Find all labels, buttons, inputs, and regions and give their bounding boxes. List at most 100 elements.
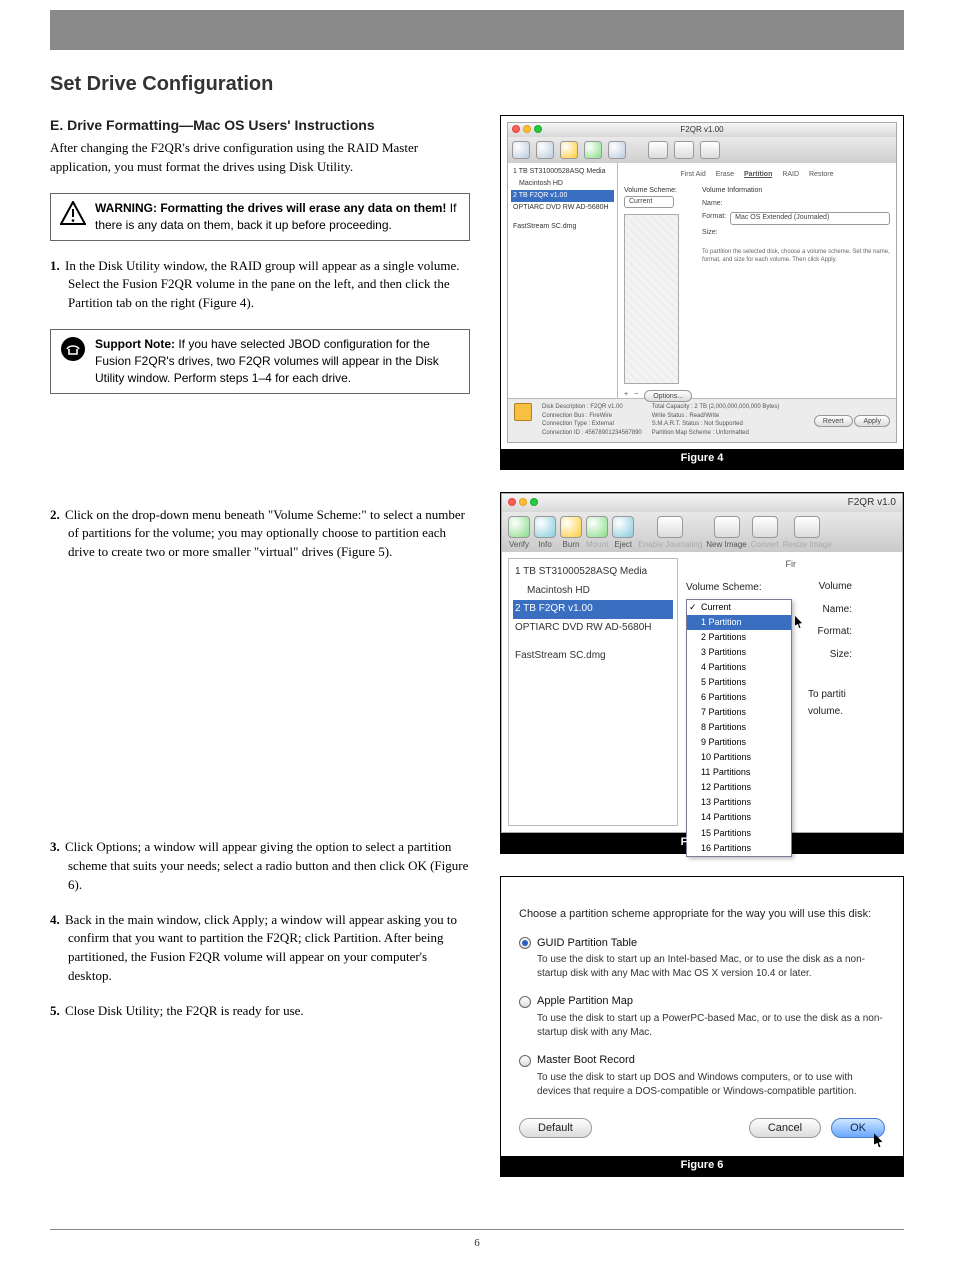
sidebar-item[interactable]: OPTIARC DVD RW AD-5680H — [511, 202, 614, 214]
dd-option[interactable]: 11 Partitions — [687, 765, 791, 780]
info-icon[interactable] — [534, 516, 556, 538]
minimize-icon[interactable] — [519, 498, 527, 506]
sidebar-item[interactable]: FastStream SC.dmg — [513, 647, 673, 666]
dd-option[interactable]: 5 Partitions — [687, 675, 791, 690]
radio-icon[interactable] — [519, 937, 531, 949]
fig4-toolbar — [508, 137, 896, 163]
tab-erase[interactable]: Erase — [716, 171, 734, 178]
resize-icon[interactable] — [700, 141, 720, 159]
dd-option[interactable]: 10 Partitions — [687, 750, 791, 765]
sidebar-item[interactable]: OPTIARC DVD RW AD-5680H — [513, 619, 673, 638]
fig5-titlebar: F2QR v1.0 — [502, 494, 902, 512]
radio-icon[interactable] — [519, 996, 531, 1008]
volume-scheme-dropdown-menu[interactable]: Current 1 Partition 2 Partitions 3 Parti… — [686, 599, 792, 857]
cancel-button[interactable]: Cancel — [749, 1118, 821, 1138]
convert-icon[interactable] — [752, 516, 778, 538]
figure-4: F2QR v1.00 — [500, 115, 904, 470]
fig5-window: F2QR v1.0 Verify Info Burn Mount Eject E… — [501, 493, 903, 834]
dd-option[interactable]: 14 Partitions — [687, 810, 791, 825]
options-button[interactable]: Options... — [644, 390, 692, 402]
dd-option[interactable]: 2 Partitions — [687, 630, 791, 645]
info-icon[interactable] — [536, 141, 554, 159]
new-image-icon[interactable] — [648, 141, 668, 159]
footer-scheme: Partition Map Scheme : Unformatted — [652, 429, 780, 438]
revert-button[interactable]: Revert — [814, 415, 853, 427]
eject-icon[interactable] — [608, 141, 626, 159]
mount-icon[interactable] — [584, 141, 602, 159]
partition-layout-preview[interactable] — [624, 214, 679, 384]
close-icon[interactable] — [512, 125, 520, 133]
dd-option[interactable]: 9 Partitions — [687, 735, 791, 750]
warning-icon — [59, 200, 87, 226]
tab-partition[interactable]: Partition — [744, 171, 772, 178]
tb-info: Info — [538, 539, 551, 551]
warning-bold: Formatting the drives will erase any dat… — [160, 201, 446, 215]
fig4-sidebar: 1 TB ST31000528ASQ Media Macintosh HD 2 … — [508, 163, 618, 398]
format-label: Format: — [702, 212, 726, 224]
step-1-text: In the Disk Utility window, the RAID gro… — [65, 258, 460, 311]
footer-smart: S.M.A.R.T. Status : Not Supported — [652, 420, 780, 429]
lbl-format: Format: — [808, 625, 852, 640]
minimize-icon[interactable] — [523, 125, 531, 133]
step-2: 2. Click on the drop-down menu beneath "… — [68, 506, 470, 563]
convert-icon[interactable] — [674, 141, 694, 159]
tb-burn: Burn — [563, 539, 580, 551]
sidebar-item[interactable]: 1 TB ST31000528ASQ Media — [511, 166, 614, 178]
sidebar-item-selected[interactable]: 2 TB F2QR v1.00 — [513, 600, 673, 619]
default-button[interactable]: Default — [519, 1118, 592, 1138]
verify-icon[interactable] — [508, 516, 530, 538]
warning-label: WARNING: — [95, 201, 157, 215]
sidebar-item[interactable]: FastStream SC.dmg — [511, 221, 614, 233]
dd-option[interactable]: 8 Partitions — [687, 720, 791, 735]
add-partition-button[interactable]: + — [624, 390, 628, 402]
format-select[interactable]: Mac OS Extended (Journaled) — [730, 212, 890, 224]
dd-option[interactable]: 12 Partitions — [687, 780, 791, 795]
tab-restore[interactable]: Restore — [809, 171, 834, 178]
dd-option[interactable]: 6 Partitions — [687, 690, 791, 705]
dd-option[interactable]: 13 Partitions — [687, 795, 791, 810]
sidebar-item-selected[interactable]: 2 TB F2QR v1.00 — [511, 190, 614, 202]
volume-scheme-select[interactable]: Current — [624, 196, 674, 208]
new-image-icon[interactable] — [714, 516, 740, 538]
warning-callout: WARNING: Formatting the drives will eras… — [50, 193, 470, 241]
dd-option[interactable]: 7 Partitions — [687, 705, 791, 720]
dd-option[interactable]: 16 Partitions — [687, 841, 791, 856]
dd-option[interactable]: 15 Partitions — [687, 826, 791, 841]
dd-option[interactable]: Current — [687, 600, 791, 615]
dd-option-highlighted[interactable]: 1 Partition — [687, 615, 791, 630]
dd-option[interactable]: 4 Partitions — [687, 660, 791, 675]
zoom-icon[interactable] — [534, 125, 542, 133]
fig4-traffic-lights[interactable] — [512, 125, 542, 133]
disk-icon — [514, 403, 532, 421]
apply-button[interactable]: Apply — [854, 415, 890, 427]
ok-button[interactable]: OK — [831, 1118, 885, 1138]
sidebar-item[interactable]: Macintosh HD — [511, 178, 614, 190]
radio-option-mbr[interactable]: Master Boot Record To use the disk to st… — [519, 1053, 885, 1098]
journaling-icon[interactable] — [657, 516, 683, 538]
verify-icon[interactable] — [512, 141, 530, 159]
sidebar-item[interactable]: 1 TB ST31000528ASQ Media — [513, 563, 673, 582]
burn-icon[interactable] — [560, 141, 578, 159]
tab-firstaid[interactable]: First Aid — [680, 171, 705, 178]
figures-column: F2QR v1.00 — [500, 115, 904, 1199]
remove-partition-button[interactable]: − — [634, 390, 638, 402]
figure-4-caption: Figure 4 — [501, 449, 903, 469]
zoom-icon[interactable] — [530, 498, 538, 506]
fig5-traffic-lights[interactable] — [508, 498, 538, 506]
radio-option-guid[interactable]: GUID Partition Table To use the disk to … — [519, 936, 885, 981]
dd-option[interactable]: 3 Partitions — [687, 645, 791, 660]
resize-icon[interactable] — [794, 516, 820, 538]
sidebar-item[interactable]: Macintosh HD — [513, 582, 673, 601]
burn-icon[interactable] — [560, 516, 582, 538]
radio-option-apm[interactable]: Apple Partition Map To use the disk to s… — [519, 994, 885, 1039]
mount-icon[interactable] — [586, 516, 608, 538]
volume-scheme-label: Volume Scheme: — [624, 186, 686, 196]
fig5-main-panel: Fir Volume Scheme: Current 1 Partition 2… — [684, 552, 902, 832]
figure-6: Choose a partition scheme appropriate fo… — [500, 876, 904, 1177]
tab-raid[interactable]: RAID — [782, 171, 799, 178]
close-icon[interactable] — [508, 498, 516, 506]
radio-icon[interactable] — [519, 1055, 531, 1067]
eject-icon[interactable] — [612, 516, 634, 538]
footer-capacity: Total Capacity : 2 TB (2,000,000,000,000… — [652, 403, 780, 412]
step-4: 4. Back in the main window, click Apply;… — [68, 911, 470, 986]
